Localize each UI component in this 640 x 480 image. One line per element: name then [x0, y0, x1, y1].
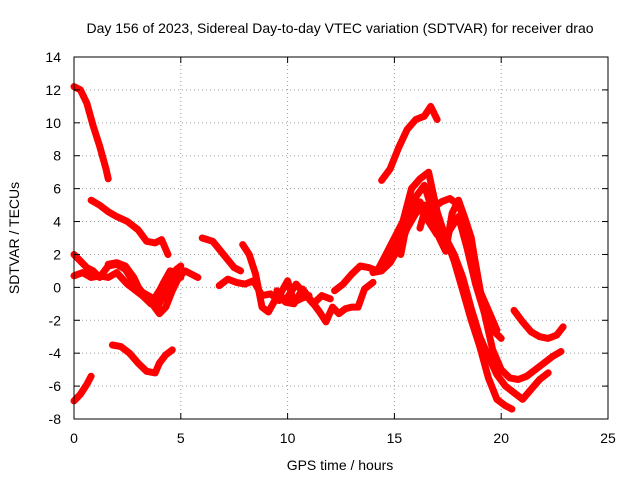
series-arc-k: [273, 278, 377, 326]
y-tick-label: 4: [53, 214, 61, 230]
series-arc-e: [104, 259, 185, 308]
series-arc-n: [382, 168, 552, 403]
series-arc-r: [510, 306, 567, 342]
x-tick-label: 25: [600, 430, 616, 446]
plot-frame: [73, 56, 609, 420]
series-arc-a: [70, 83, 112, 183]
grid: [74, 57, 608, 419]
series-arc-f: [70, 372, 95, 405]
series-arc-h: [198, 234, 245, 275]
chart-title: Day 156 of 2023, Sidereal Day-to-day VTE…: [86, 20, 593, 36]
y-tick-label: 12: [45, 82, 61, 98]
y-tick-label: 0: [53, 279, 61, 295]
x-tick-label: 0: [70, 430, 78, 446]
y-tick-label: 2: [53, 246, 61, 262]
series-arc-q: [378, 102, 441, 184]
y-axis-title: SDTVAR / TECUs: [6, 182, 22, 294]
x-axis-title: GPS time / hours: [287, 457, 394, 473]
y-tick-labels: -8 -6 -4 -2 0 2 4 6 8 10 12 14: [45, 49, 61, 427]
series-arc-b: [87, 196, 172, 258]
series-arc-p: [416, 196, 501, 334]
y-tick-label: -4: [49, 345, 62, 361]
axis-ticks: [73, 56, 609, 420]
y-tick-label: 6: [53, 181, 61, 197]
y-tick-label: 8: [53, 148, 61, 164]
y-tick-label: -6: [49, 378, 62, 394]
y-tick-label: -2: [49, 312, 62, 328]
x-tick-label: 10: [280, 430, 296, 446]
x-tick-label: 20: [493, 430, 509, 446]
series-layer: [70, 83, 567, 413]
x-tick-label: 15: [387, 430, 403, 446]
y-tick-label: 10: [45, 115, 61, 131]
x-tick-labels: 0 5 10 15 20 25: [70, 430, 616, 446]
y-tick-label: 14: [45, 49, 61, 65]
y-tick-label: -8: [49, 411, 62, 427]
x-tick-label: 5: [177, 430, 185, 446]
series-arc-g: [108, 341, 176, 377]
